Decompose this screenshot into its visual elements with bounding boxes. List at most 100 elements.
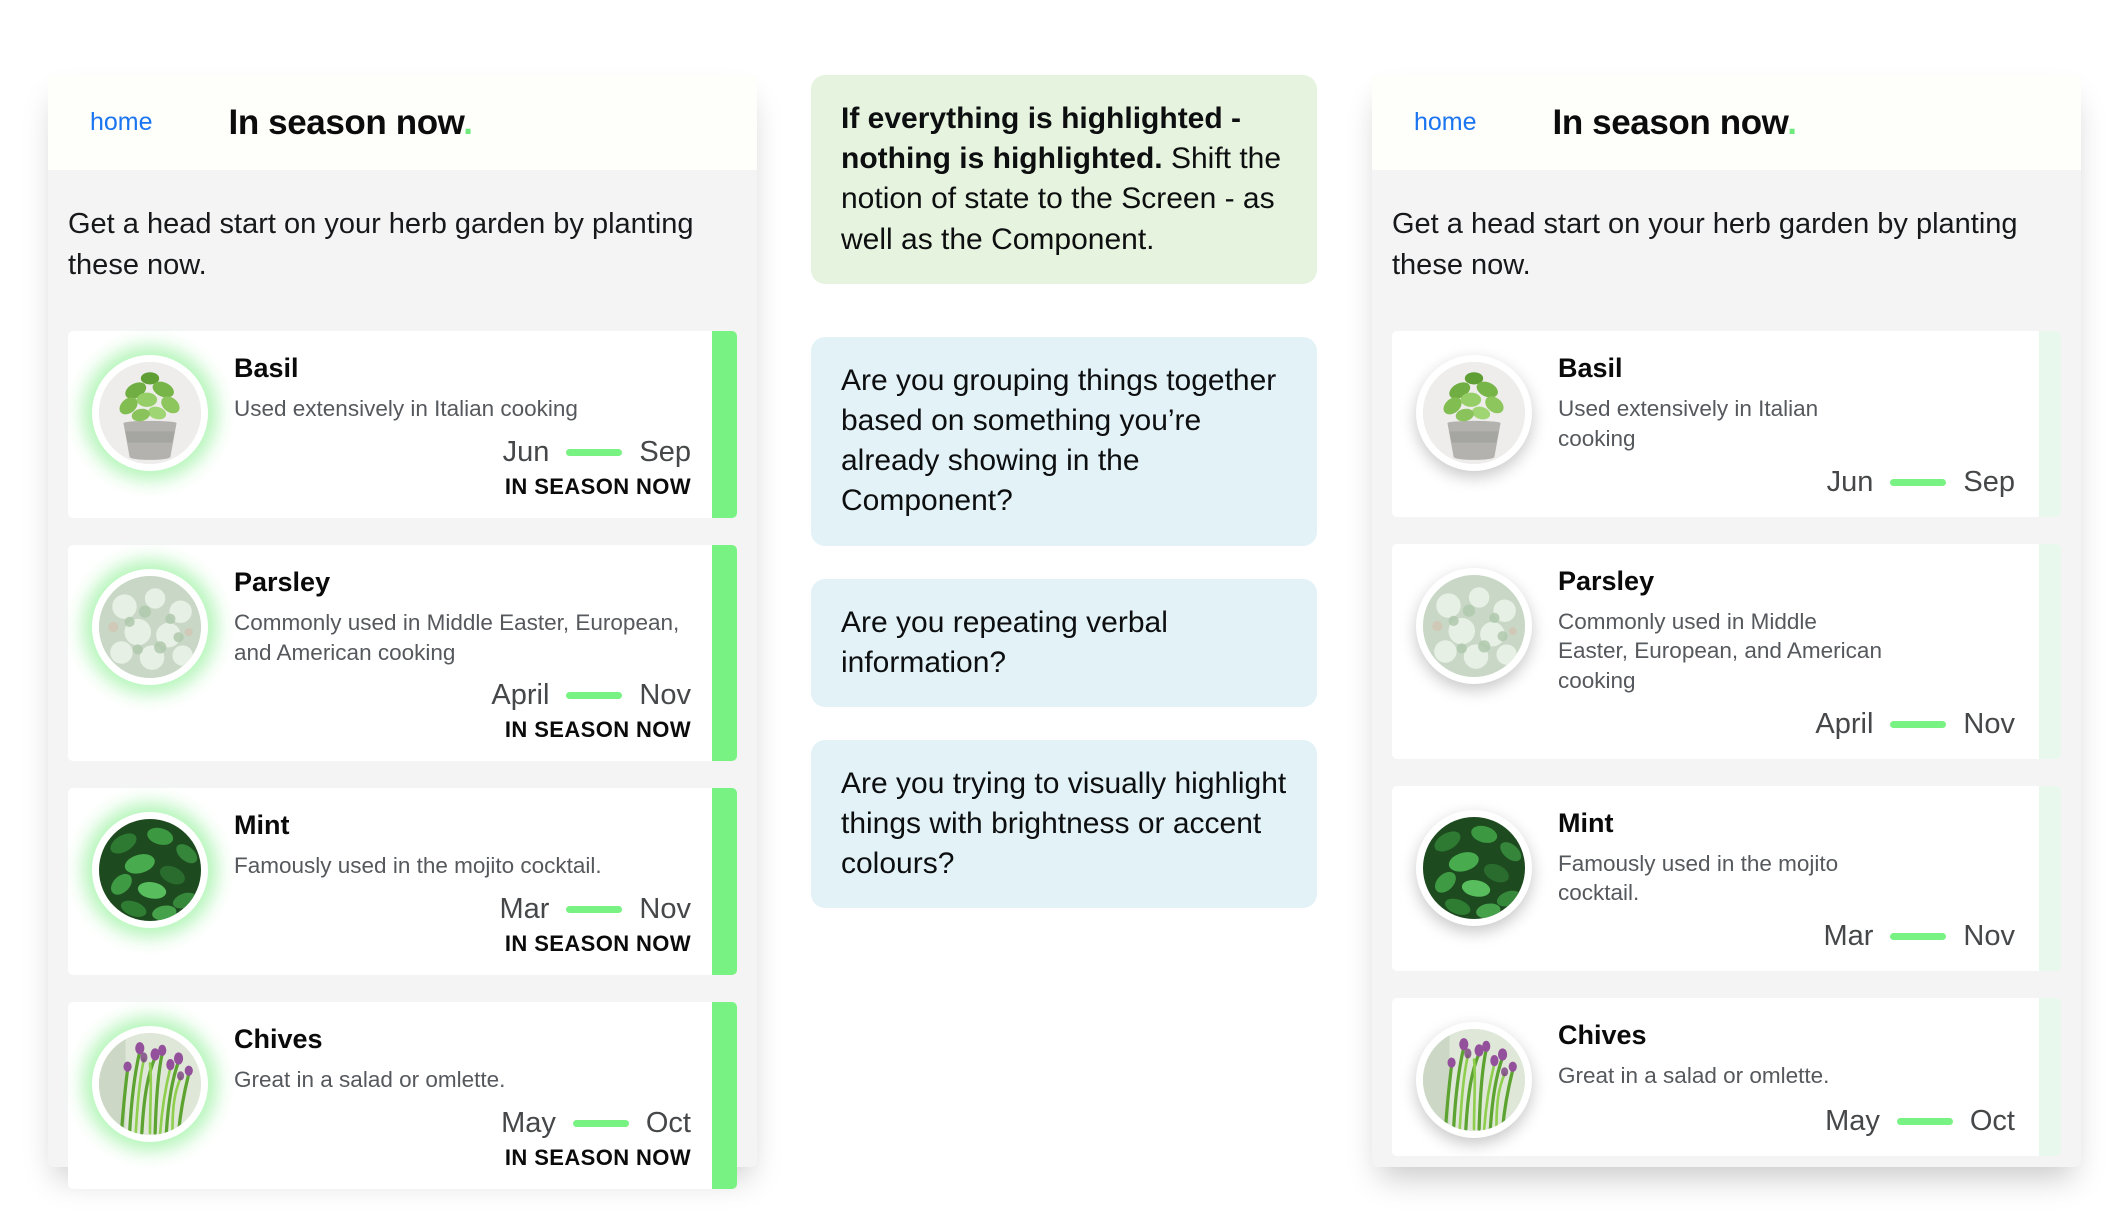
herb-photo-frame (84, 808, 234, 957)
left-screen-mockup: home In season now. Get a head start on … (48, 75, 757, 1189)
season-range: Mar Nov (234, 881, 691, 926)
herb-photo-frame (1408, 806, 1558, 953)
left-screen-body: Get a head start on your herb garden by … (48, 170, 757, 1212)
season-start: April (1815, 707, 1874, 740)
in-season-edge-bar (712, 331, 737, 518)
herb-card-content: Parsley Commonly used in Middle Easter, … (234, 565, 691, 743)
herb-card[interactable]: Parsley Commonly used in Middle Easter, … (68, 544, 737, 762)
herb-description: Used extensively in Italian cooking (234, 396, 578, 422)
home-link[interactable]: home (90, 108, 153, 136)
note-text: Shift the notion of state to the Screen … (841, 142, 1282, 256)
annotation-note: Are you grouping things together based o… (811, 336, 1317, 546)
annotation-note: Are you trying to visually highlight thi… (811, 739, 1317, 909)
note-bold-text: If everything is highlighted - nothing i… (841, 102, 1242, 176)
title-accent-period: . (463, 102, 473, 142)
season-start: Mar (499, 892, 550, 925)
in-season-edge-bar (2039, 331, 2061, 517)
parsley-photo (1416, 567, 1532, 684)
left-app-header: home In season now. (48, 75, 757, 170)
title-accent-period: . (1787, 102, 1797, 142)
basil-photo (1416, 355, 1532, 472)
chives-photo (1416, 1022, 1532, 1138)
mint-photo (1416, 809, 1532, 926)
site-watermark: thomaswilson.xyz (1392, 1183, 2061, 1212)
in-season-badge: IN SEASON NOW (504, 473, 691, 499)
season-start: Jun (1826, 465, 1874, 498)
season-start: Jun (502, 435, 550, 468)
herb-description: Commonly used in Middle Easter, European… (1558, 608, 1882, 693)
herb-name: Chives (234, 1023, 323, 1054)
note-text: Are you grouping things together based o… (841, 363, 1277, 518)
herb-card-list: Basil Used extensively in Italian cookin… (1392, 331, 2061, 1183)
season-end: Sep (1963, 465, 2015, 498)
in-season-badge: IN SEASON NOW (504, 1144, 691, 1170)
herb-card-content: Chives Great in a salad or omlette. May … (234, 1022, 691, 1171)
herb-photo-frame (84, 1022, 234, 1171)
chives-photo (92, 1025, 208, 1142)
herb-description: Famously used in the mojito cocktail. (234, 853, 602, 879)
season-range-line (1890, 933, 1947, 940)
season-end: Nov (1963, 920, 2015, 952)
herb-name: Mint (1558, 807, 1614, 838)
season-range: May Oct (234, 1095, 691, 1140)
right-app-header: home In season now. (1372, 75, 2081, 170)
herb-card[interactable]: Chives Great in a salad or omlette. May … (1392, 998, 2061, 1156)
season-end: Nov (639, 679, 691, 712)
herb-photo-frame (1408, 1018, 1558, 1138)
herb-card[interactable]: Basil Used extensively in Italian cookin… (1392, 331, 2061, 517)
season-end: Oct (645, 1106, 691, 1139)
in-season-badge: IN SEASON NOW (504, 930, 691, 956)
herb-card-content: Basil Used extensively in Italian cookin… (1558, 351, 2015, 498)
annotation-note: If everything is highlighted - nothing i… (811, 75, 1317, 284)
season-start: April (491, 679, 550, 712)
herb-description: Great in a salad or omlette. (234, 1066, 506, 1092)
home-link[interactable]: home (1414, 108, 1477, 136)
herb-card-content: Mint Famously used in the mojito cocktai… (234, 808, 691, 957)
season-range-line (1890, 478, 1947, 486)
season-range: Mar Nov (1558, 908, 2015, 953)
herb-card[interactable]: Chives Great in a salad or omlette. May … (68, 1001, 737, 1189)
herb-card-content: Parsley Commonly used in Middle Easter, … (1558, 564, 2015, 741)
herb-card-content: Mint Famously used in the mojito cocktai… (1558, 806, 2015, 953)
in-season-edge-bar (712, 1001, 737, 1189)
herb-photo-frame (1408, 351, 1558, 498)
intro-text: Get a head start on your herb garden by … (68, 208, 694, 281)
herb-name: Basil (1558, 353, 1623, 384)
season-end: Nov (639, 892, 691, 925)
herb-card[interactable]: Mint Famously used in the mojito cocktai… (68, 788, 737, 975)
herb-card[interactable]: Mint Famously used in the mojito cocktai… (1392, 785, 2061, 971)
intro-text: Get a head start on your herb garden by … (1392, 208, 2018, 281)
note-text: Are you repeating verbal information? (841, 605, 1168, 679)
season-end: Nov (1963, 707, 2015, 740)
in-season-edge-bar (712, 788, 737, 975)
herb-name: Basil (234, 353, 299, 384)
in-season-badge: IN SEASON NOW (504, 717, 691, 743)
parsley-photo (92, 568, 208, 685)
right-screen-body: Get a head start on your herb garden by … (1372, 170, 2081, 1212)
herb-photo-frame (84, 351, 234, 500)
in-season-edge-bar (2039, 998, 2061, 1156)
herb-name: Parsley (234, 566, 331, 597)
season-range: April Nov (234, 667, 691, 712)
in-season-edge-bar (712, 544, 737, 762)
page-title: In season now. (228, 102, 473, 142)
season-range: Jun Sep (1558, 454, 2015, 499)
season-start: May (1825, 1105, 1880, 1137)
season-end: Sep (639, 435, 691, 468)
annotation-column: If everything is highlighted - nothing i… (811, 75, 1317, 941)
herb-name: Mint (234, 810, 290, 841)
herb-card[interactable]: Parsley Commonly used in Middle Easter, … (1392, 543, 2061, 759)
herb-photo-frame (84, 565, 234, 743)
herb-card-content: Chives Great in a salad or omlette. May … (1558, 1018, 2015, 1138)
herb-card[interactable]: Basil Used extensively in Italian cookin… (68, 331, 737, 518)
season-range: April Nov (1558, 696, 2015, 741)
season-range: Jun Sep (234, 424, 691, 469)
herb-description: Used extensively in Italian cooking (1558, 396, 1819, 451)
page-title: In season now. (1552, 102, 1797, 142)
herb-description: Famously used in the mojito cocktail. (1558, 850, 1839, 906)
season-range-line (566, 448, 623, 456)
mint-photo (92, 812, 208, 929)
herb-name: Parsley (1558, 565, 1655, 596)
season-end: Oct (1969, 1105, 2015, 1137)
